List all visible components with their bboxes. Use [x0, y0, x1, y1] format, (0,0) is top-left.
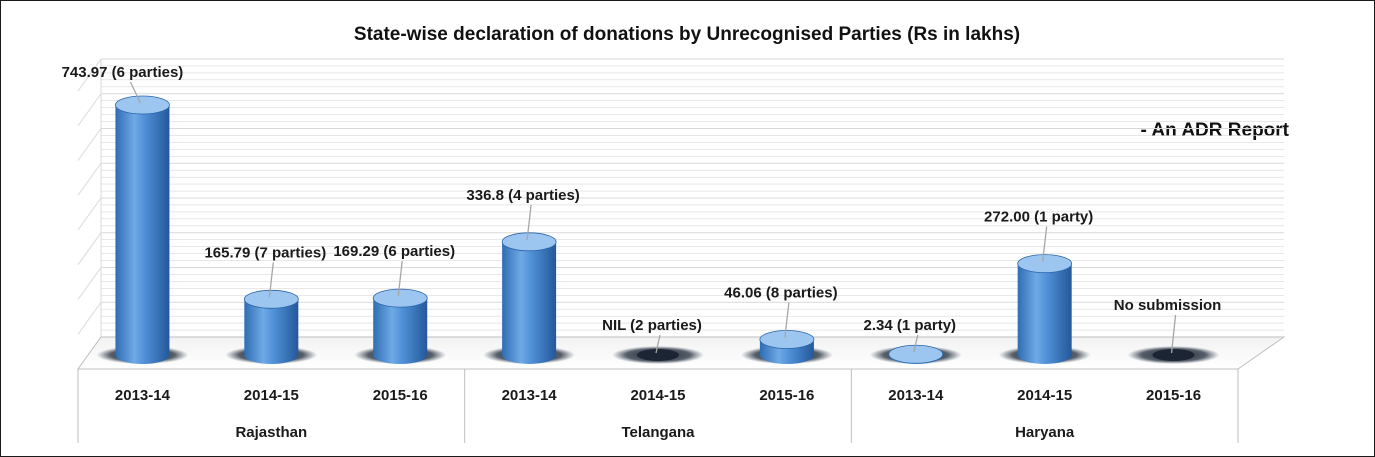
data-label: No submission — [1114, 297, 1222, 314]
x-tick-label: 2015-16 — [1146, 387, 1201, 404]
leader-line — [1042, 226, 1048, 262]
leader-line — [655, 334, 661, 354]
data-label: NIL (2 parties) — [602, 317, 702, 334]
chart-title: State-wise declaration of donations by U… — [354, 24, 1020, 45]
bar-top — [372, 288, 428, 308]
grid-layer — [77, 58, 1284, 370]
group-label: Rajasthan — [235, 424, 307, 441]
bar-top — [115, 95, 170, 115]
bar-top — [888, 344, 944, 364]
side-gridline — [77, 58, 102, 92]
bar — [244, 299, 299, 364]
side-gridline — [77, 93, 102, 127]
side-gridline — [77, 128, 102, 161]
x-tick-label: 2013-14 — [502, 387, 558, 404]
side-gridline — [77, 267, 102, 300]
data-label: 46.06 (8 parties) — [724, 285, 837, 302]
side-gridline — [77, 197, 102, 231]
bar — [373, 298, 428, 364]
data-label: 169.29 (6 parties) — [333, 243, 455, 260]
data-label: 2.34 (1 party) — [864, 317, 957, 334]
axis-layer: Rajasthan 2013-14 2014-15 2015-16 Telangana 2… — [77, 368, 1239, 443]
bar — [115, 105, 170, 364]
data-label: 272.00 (1 party) — [984, 209, 1093, 226]
leader-line — [526, 204, 532, 240]
bar-top — [1017, 254, 1073, 273]
bar-empty-marker — [1152, 349, 1195, 361]
side-gridline — [77, 301, 102, 335]
bar — [502, 241, 557, 364]
data-label: 336.8 (4 parties) — [466, 187, 579, 204]
leader-line — [268, 262, 274, 298]
x-tick-label: 2015-16 — [373, 387, 428, 404]
leader-line — [913, 334, 919, 353]
x-tick-label: 2013-14 — [888, 387, 944, 404]
side-gridline — [77, 232, 102, 266]
label-layer: 743.97 (6 parties) 165.79 (7 parties) 169.… — [62, 64, 1222, 354]
x-tick-label: 2014-15 — [630, 387, 685, 404]
leader-line — [397, 261, 403, 297]
group-label: Telangana — [621, 424, 695, 441]
bar — [1017, 263, 1072, 364]
side-gridline — [77, 162, 102, 196]
x-tick-label: 2014-15 — [244, 387, 299, 404]
group-label: Haryana — [1015, 424, 1075, 441]
bar-top — [243, 289, 299, 309]
bar-layer — [96, 95, 1220, 364]
bar-empty-marker — [637, 349, 679, 361]
data-label: 743.97 (6 parties) — [62, 64, 184, 81]
x-tick-label: 2015-16 — [759, 387, 814, 404]
bar-top — [501, 232, 557, 252]
x-tick-label: 2013-14 — [115, 387, 171, 404]
leader-line — [129, 81, 142, 104]
leader-line — [784, 302, 790, 338]
report-annotation: - An ADR Report — [1141, 120, 1290, 141]
bar-top — [759, 330, 815, 349]
leader-line — [1170, 314, 1177, 354]
x-tick-label: 2014-15 — [1017, 387, 1072, 404]
data-label: 165.79 (7 parties) — [204, 244, 326, 261]
